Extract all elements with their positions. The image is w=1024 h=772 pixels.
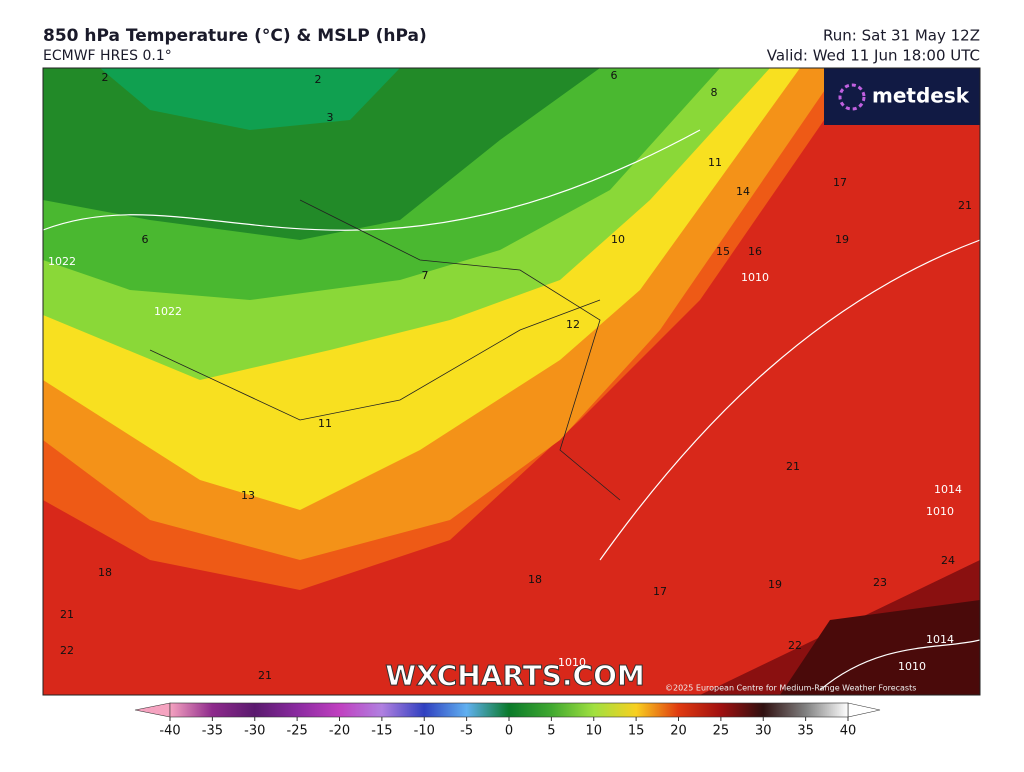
isobar-label: 1010 [558,656,586,669]
isobar-label: 1010 [926,505,954,518]
contour-label: 11 [708,156,722,169]
colorbar-tick-label: 15 [628,724,645,739]
isobar-label: 1022 [48,255,76,268]
colorbar-tick-label: 5 [547,724,555,739]
subtitle: ECMWF HRES 0.1° [43,48,172,64]
contour-label: 10 [611,233,625,246]
contour-label: 19 [768,578,782,591]
isobar-label: 1010 [898,660,926,673]
colorbar-scale [169,702,849,718]
colorbar-tick-label: 40 [840,724,857,739]
colorbar-tick-label: 0 [505,724,513,739]
contour-label: 19 [835,233,849,246]
isobar-label: 1014 [934,483,962,496]
contour-label: 21 [258,669,272,682]
colorbar-tick-label: -5 [460,724,473,739]
run: Run: Sat 31 May 12Z [823,27,980,45]
contour-label: 21 [958,199,972,212]
contour-label: 6 [611,69,618,82]
map: metdesk WXCHARTS.COM ©2025 European Cent… [43,68,980,695]
valid: Valid: Wed 11 Jun 18:00 UTC [767,47,980,65]
contour-label: 6 [142,233,149,246]
contour-label: 21 [60,608,74,621]
title: 850 hPa Temperature (°C) & MSLP (hPa) [43,26,427,46]
contour-label: 22 [60,644,74,657]
isobar-label: 1010 [741,271,769,284]
colorbar-low-arrow [134,702,171,718]
isobar-label: 1014 [926,633,954,646]
colorbar-tick-label: -35 [202,724,223,739]
contour-label: 16 [748,245,762,258]
contour-label: 24 [941,554,955,567]
contour-label: 2 [315,73,322,86]
contour-label: 14 [736,185,750,198]
colorbar-tick-label: 10 [585,724,602,739]
contour-label: 17 [653,585,667,598]
copyright: ©2025 European Centre for Medium-Range W… [665,684,916,693]
colorbar-tick-label: 35 [797,724,814,739]
contour-label: 18 [98,566,112,579]
colorbar-tick-label: 25 [713,724,730,739]
contour-label: 3 [327,111,334,124]
contour-label: 11 [318,417,332,430]
colorbar-tick-label: -30 [244,724,265,739]
contour-label: 18 [528,573,542,586]
colorbar-tick-label: -25 [287,724,308,739]
colorbar-tick-label: -15 [371,724,392,739]
contour-label: 22 [788,639,802,652]
contour-label: 17 [833,176,847,189]
contour-label: 15 [716,245,730,258]
contour-label: 7 [422,269,429,282]
contour-label: 13 [241,489,255,502]
colorbar-tick-label: 30 [755,724,772,739]
colorbar-tick-label: -10 [414,724,435,739]
colorbar-tick-label: -20 [329,724,350,739]
watermark: WXCHARTS.COM [385,659,645,692]
contour-label: 2 [102,71,109,84]
contour-label: 8 [711,86,718,99]
colorbar-high-arrow [847,702,881,718]
contour-label: 21 [786,460,800,473]
isobar-label: 1022 [154,305,182,318]
contour-label: 23 [873,576,887,589]
colorbar: -40 -35 -30 -25 -20 -15 -10 -5 0 5 10 15 20 25 30 35 40 [134,702,881,739]
colorbar-tick-label: -40 [159,724,180,739]
logo: metdesk [872,84,970,108]
colorbar-tick-label: 20 [670,724,687,739]
map-frame [42,67,981,696]
contour-label: 12 [566,318,580,331]
